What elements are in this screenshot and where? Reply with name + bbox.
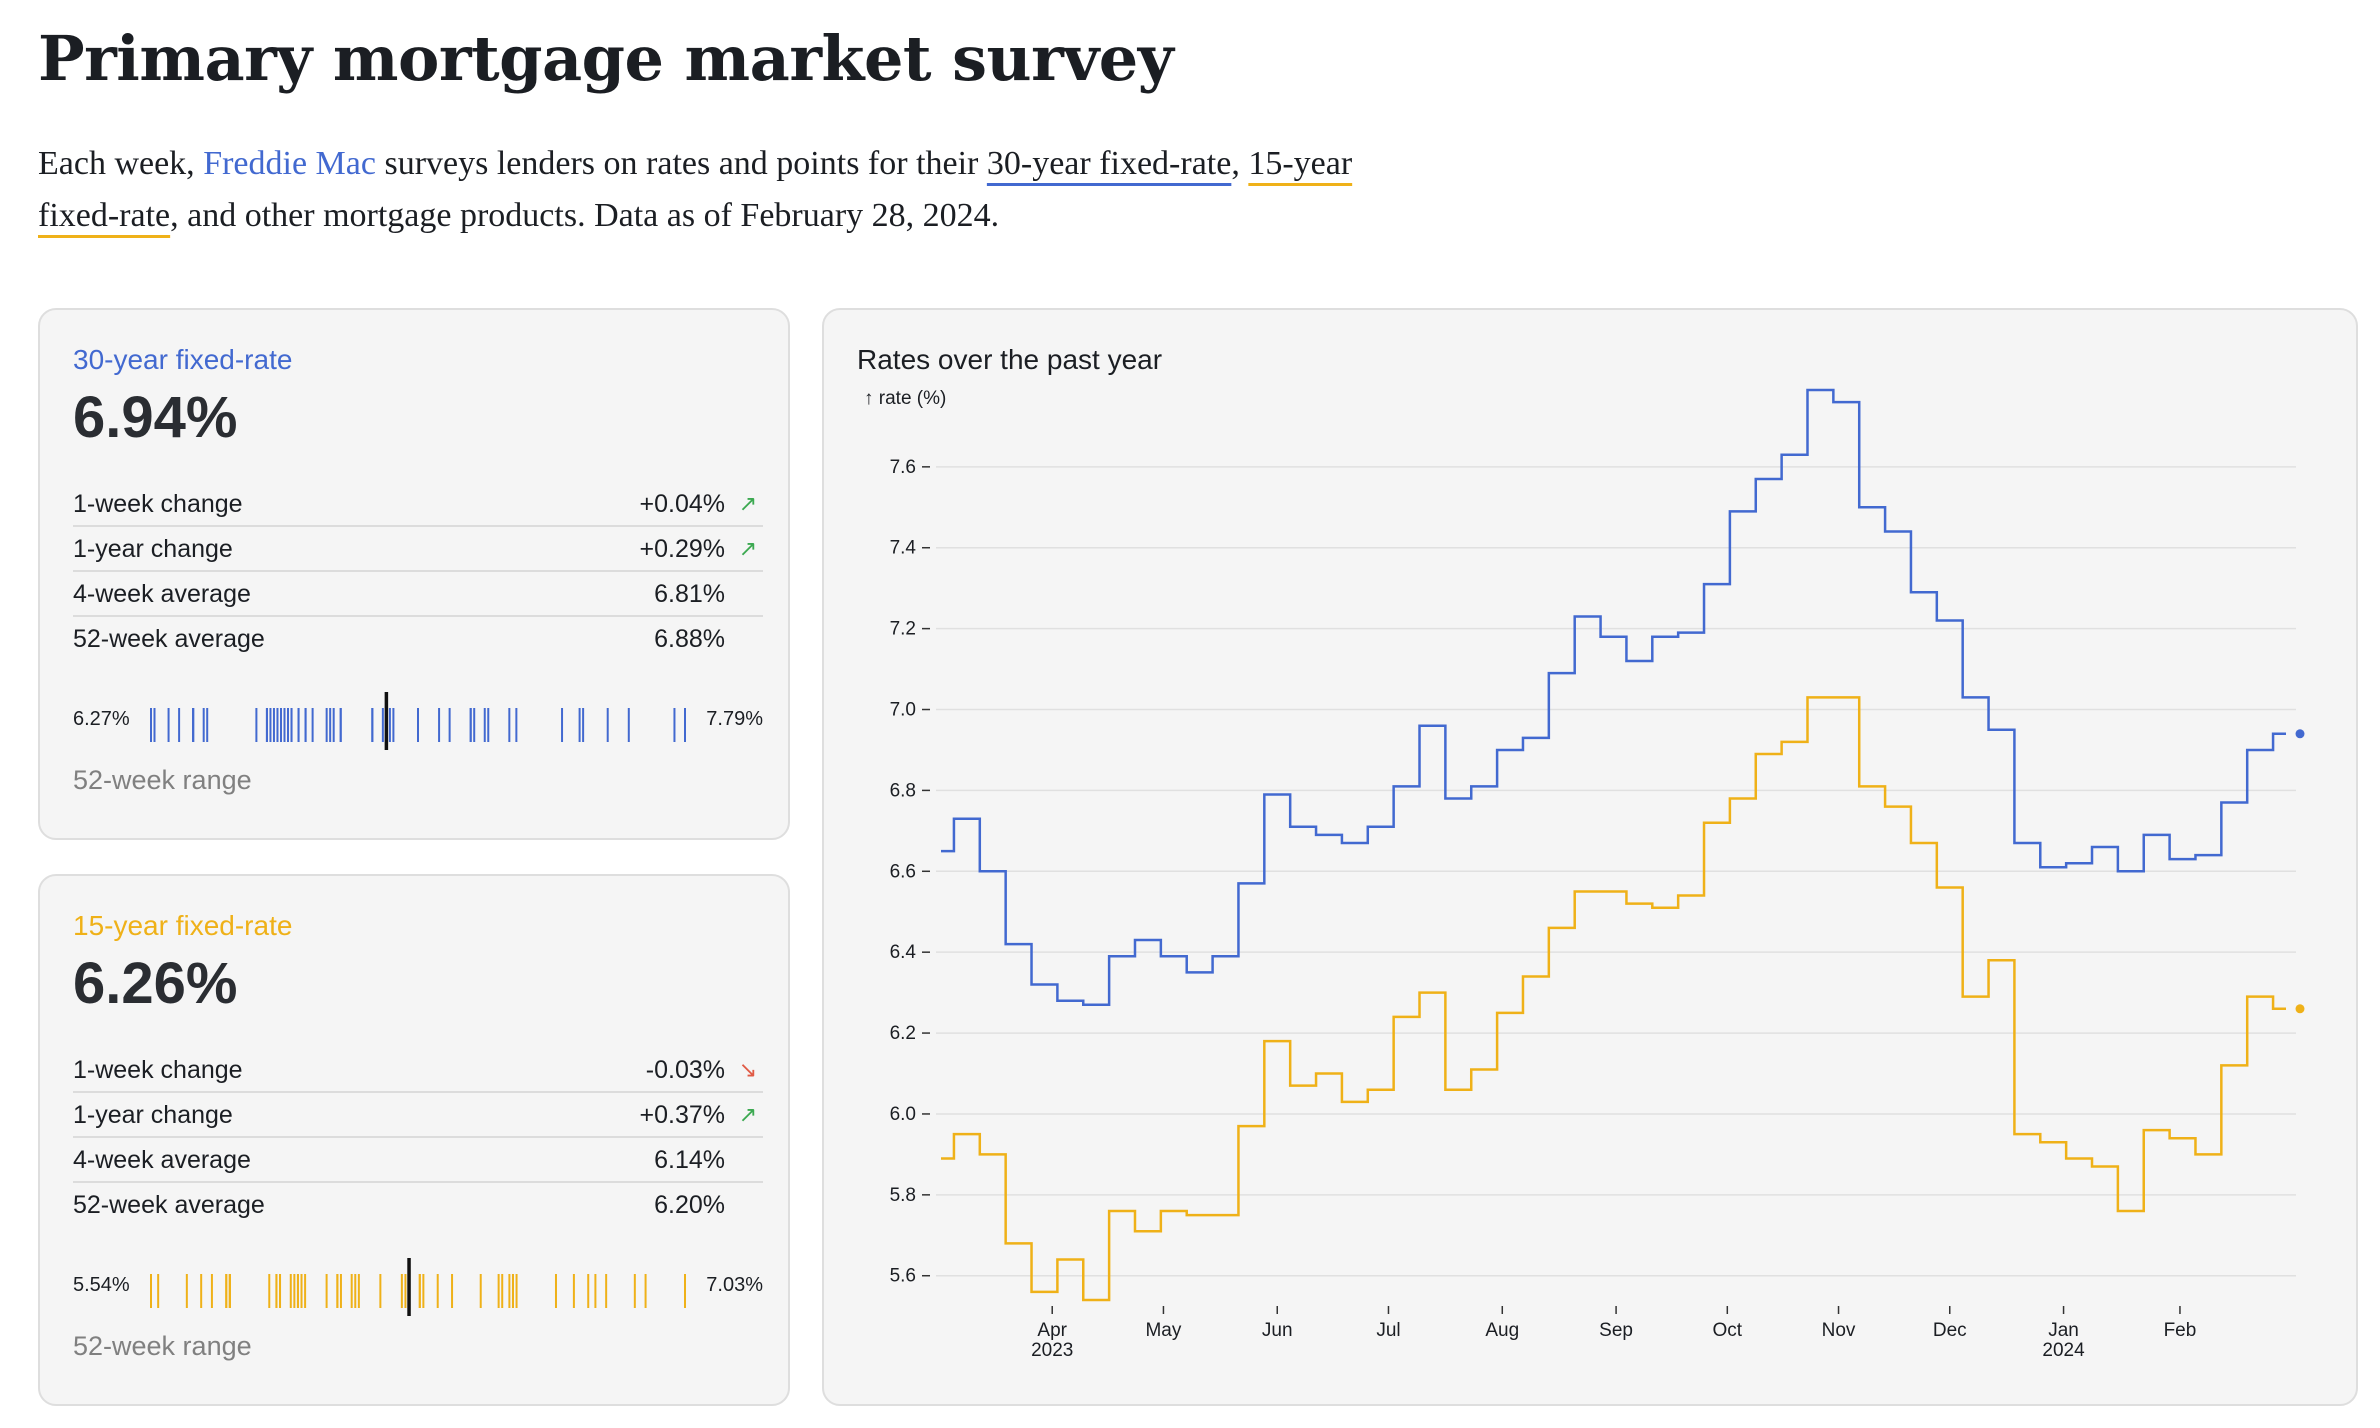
x-tick-label: Nov (1822, 1320, 1856, 1341)
stat-value: 6.20% (654, 1191, 725, 1219)
card-current-rate: 6.26% (73, 951, 238, 1016)
x-tick-label: Apr (1037, 1320, 1067, 1341)
stat-row: 1-year change +0.29% ↗ (73, 527, 763, 572)
fifteen-year-latest-point (2295, 1004, 2305, 1014)
x-tick-label: Oct (1713, 1320, 1743, 1341)
range-strip: 5.54% 7.03% (73, 1256, 763, 1316)
y-tick-label: 7.0 (890, 700, 916, 721)
x-tick-label: Jun (1262, 1320, 1293, 1341)
arrow-up-icon: ↗ (738, 1102, 758, 1127)
stat-row: 1-year change +0.37% ↗ (73, 1093, 763, 1138)
stat-row: 52-week average 6.88% (73, 617, 763, 662)
stat-label: 52-week average (73, 1191, 265, 1219)
range-strip: 6.27% 7.79% (73, 690, 763, 750)
stat-value: +0.37% (639, 1101, 726, 1129)
stat-label: 1-week change (73, 1056, 243, 1084)
stat-value: 6.81% (654, 580, 725, 608)
stat-label: 1-year change (73, 535, 233, 563)
thirty-year-highlight[interactable]: 30-year fixed-rate (986, 145, 1232, 182)
fifteen-year-card: 15-year fixed-rate 6.26% 1-week change -0… (38, 874, 790, 1406)
card-stats-table: 1-week change +0.04% ↗ 1-year change +0.29%… (73, 482, 763, 662)
fifteen-year-highlight[interactable]: 15-year fixed-rate (38, 145, 1353, 234)
y-tick-label: 5.6 (890, 1266, 916, 1287)
y-tick-label: 6.8 (890, 780, 916, 801)
rates-chart[interactable]: ↑ rate (%) 5.6 5.8 6.0 6.2 6.4 6.6 6.8 7.0 7.2 7.4… (824, 310, 2360, 1408)
chart-title: Rates over the past year (857, 344, 1163, 375)
range-ticks (150, 692, 686, 750)
y-tick-label: 6.2 (890, 1023, 916, 1044)
card-stats-table: 1-week change -0.03% ↘ 1-year change +0.37%… (73, 1048, 763, 1228)
intro-text-1: Each week, (38, 145, 204, 182)
y-axis-label: ↑ rate (%) (864, 388, 946, 409)
arrow-down-icon: ↘ (738, 1057, 758, 1082)
freddie-mac-link[interactable]: Freddie Mac (203, 145, 376, 182)
x-tick-label: Jul (1376, 1320, 1400, 1341)
thirty-year-line (941, 388, 2286, 1007)
y-tick-label: 7.2 (890, 619, 916, 640)
intro-text-4: , and other mortgage products. Data as o… (170, 197, 1000, 234)
range-low: 6.27% (73, 708, 130, 730)
stat-label: 52-week average (73, 625, 265, 653)
arrow-up-icon: ↗ (738, 491, 758, 516)
stat-row: 4-week average 6.81% (73, 572, 763, 617)
range-ticks (150, 1258, 686, 1316)
range-low: 5.54% (73, 1274, 130, 1296)
card-series-name: 30-year fixed-rate (73, 344, 293, 375)
stat-label: 4-week average (73, 580, 251, 608)
x-tick-label: Feb (2164, 1320, 2197, 1341)
page-title: Primary mortgage market survey (38, 22, 1174, 95)
fifteen-year-line (941, 696, 2286, 1302)
stat-value: +0.04% (639, 490, 726, 518)
stat-label: 1-week change (73, 490, 243, 518)
intro-text-3: , (1231, 145, 1249, 182)
stat-value: 6.88% (654, 625, 725, 653)
y-tick-label: 5.8 (890, 1185, 916, 1206)
stat-value: +0.29% (639, 535, 726, 563)
card-series-name: 15-year fixed-rate (73, 910, 293, 941)
rates-chart-card: Rates over the past year ↑ rate (%) 5.6 5.… (822, 308, 2358, 1406)
x-tick-label: Sep (1599, 1320, 1633, 1341)
y-tick-label: 7.6 (890, 457, 916, 478)
stat-label: 4-week average (73, 1146, 251, 1174)
x-tick-year-label: 2023 (1031, 1340, 1073, 1361)
y-tick-label: 6.4 (890, 942, 917, 963)
stat-row: 52-week average 6.20% (73, 1183, 763, 1228)
x-tick-label: Jan (2048, 1320, 2079, 1341)
x-tick-year-label: 2024 (2042, 1340, 2085, 1361)
card-current-rate: 6.94% (73, 385, 238, 450)
stat-value: 6.14% (654, 1146, 725, 1174)
stat-value: -0.03% (645, 1056, 725, 1084)
stat-row: 1-week change -0.03% ↘ (73, 1048, 763, 1093)
intro-paragraph: Each week, Freddie Mac surveys lenders o… (38, 138, 1358, 242)
x-tick-label: Dec (1933, 1320, 1967, 1341)
range-high: 7.79% (706, 708, 763, 730)
thirty-year-card: 30-year fixed-rate 6.94% 1-week change +0… (38, 308, 790, 840)
stat-label: 1-year change (73, 1101, 233, 1129)
range-label: 52-week range (73, 1331, 252, 1361)
x-tick-label: May (1145, 1320, 1181, 1341)
y-tick-label: 6.6 (890, 861, 916, 882)
thirty-year-latest-point (2295, 729, 2305, 739)
stat-row: 4-week average 6.14% (73, 1138, 763, 1183)
stat-row: 1-week change +0.04% ↗ (73, 482, 763, 527)
x-tick-label: Aug (1485, 1320, 1519, 1341)
range-label: 52-week range (73, 765, 252, 795)
arrow-up-icon: ↗ (738, 536, 758, 561)
intro-text-2: surveys lenders on rates and points for … (375, 145, 987, 182)
y-tick-label: 6.0 (890, 1104, 916, 1125)
range-high: 7.03% (706, 1274, 763, 1296)
y-tick-label: 7.4 (890, 538, 917, 559)
